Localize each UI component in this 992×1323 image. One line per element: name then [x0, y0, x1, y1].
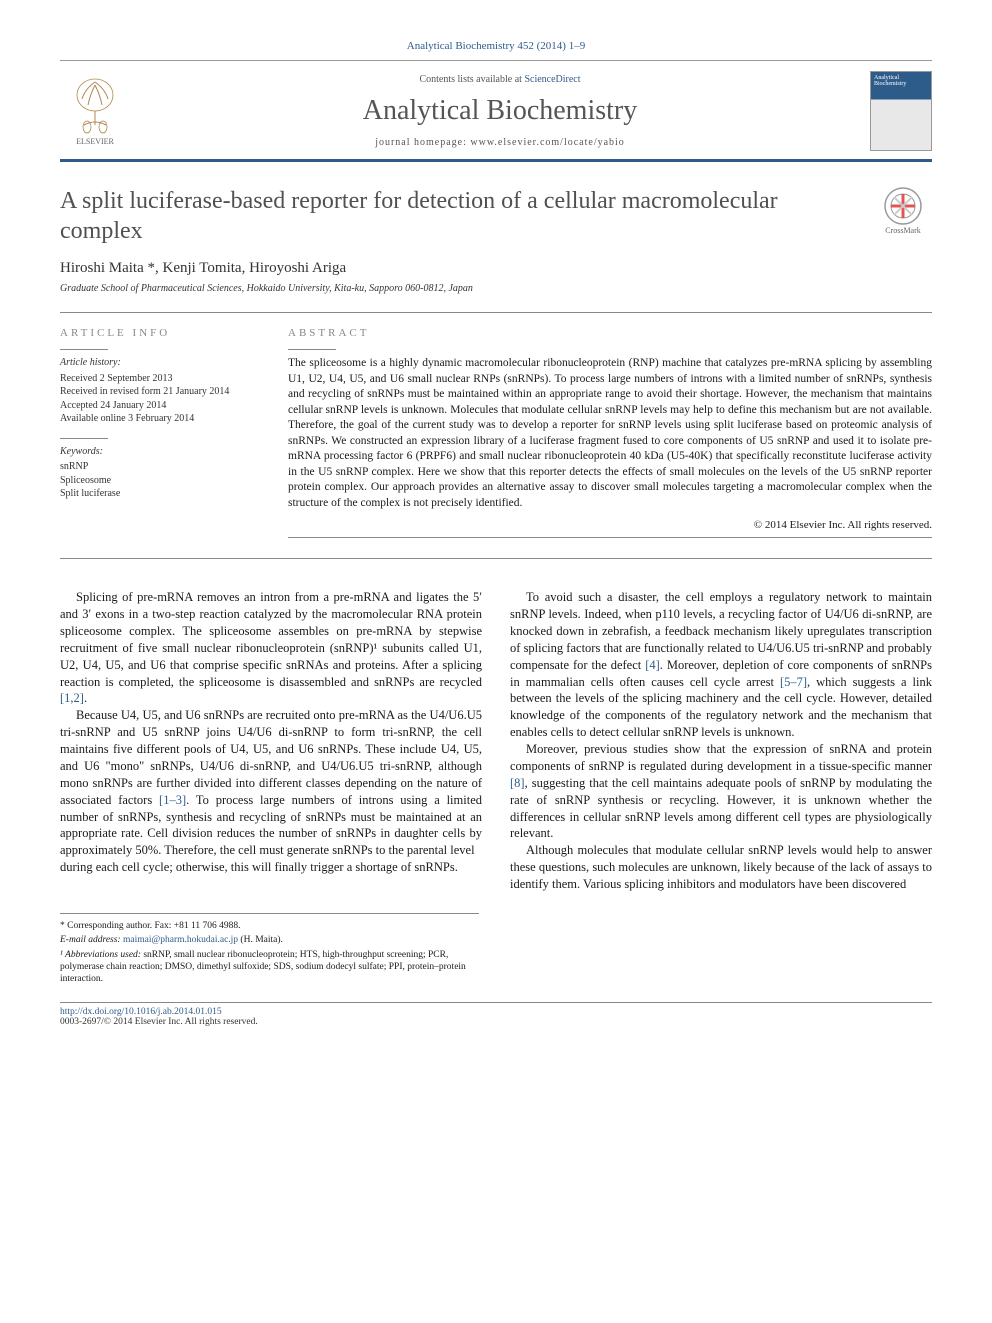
abbreviations: ¹ Abbreviations used: snRNP, small nucle…	[60, 949, 479, 986]
journal-name: Analytical Biochemistry	[130, 95, 870, 127]
crossmark-label: CrossMark	[885, 226, 921, 235]
body-paragraph: Moreover, previous studies show that the…	[510, 741, 932, 842]
affiliation: Graduate School of Pharmaceutical Scienc…	[60, 283, 932, 294]
authors: Hiroshi Maita *, Kenji Tomita, Hiroyoshi…	[60, 260, 932, 277]
citation-link[interactable]: [5–7]	[780, 675, 807, 689]
cover-label: Analytical Biochemistry	[874, 75, 906, 87]
article-title: A split luciferase-based reporter for de…	[60, 186, 874, 246]
history-line: Received 2 September 2013	[60, 372, 260, 386]
divider	[60, 349, 108, 350]
journal-header: ELSEVIER Contents lists available at Sci…	[60, 60, 932, 162]
homepage-url[interactable]: www.elsevier.com/locate/yabio	[470, 137, 624, 148]
abstract: ABSTRACT The spliceosome is a highly dyn…	[288, 327, 932, 544]
elsevier-tree-icon	[70, 77, 120, 135]
keyword: Spliceosome	[60, 474, 260, 488]
body-paragraph: during each cell cycle; otherwise, this …	[60, 859, 482, 876]
article-info-heading: ARTICLE INFO	[60, 327, 260, 339]
issn-copyright: 0003-2697/© 2014 Elsevier Inc. All right…	[60, 1017, 258, 1027]
email-label: E-mail address:	[60, 935, 123, 945]
contents-prefix: Contents lists available at	[419, 74, 524, 85]
homepage-line: journal homepage: www.elsevier.com/locat…	[130, 137, 870, 148]
citation-link[interactable]: [1,2]	[60, 691, 84, 705]
abstract-copyright: © 2014 Elsevier Inc. All rights reserved…	[288, 519, 932, 531]
keywords-label: Keywords:	[60, 445, 260, 459]
crossmark-badge[interactable]: CrossMark	[874, 186, 932, 244]
divider	[288, 349, 336, 350]
history-line: Available online 3 February 2014	[60, 412, 260, 426]
abstract-text: The spliceosome is a highly dynamic macr…	[288, 356, 932, 511]
keyword: Split luciferase	[60, 487, 260, 501]
body-paragraph: Splicing of pre-mRNA removes an intron f…	[60, 589, 482, 707]
keyword: snRNP	[60, 460, 260, 474]
elsevier-logo[interactable]: ELSEVIER	[60, 71, 130, 151]
journal-reference: Analytical Biochemistry 452 (2014) 1–9	[60, 40, 932, 52]
article-info: ARTICLE INFO Article history: Received 2…	[60, 327, 260, 544]
history-line: Accepted 24 January 2014	[60, 399, 260, 413]
body-paragraph: To avoid such a disaster, the cell emplo…	[510, 589, 932, 741]
doi-link[interactable]: http://dx.doi.org/10.1016/j.ab.2014.01.0…	[60, 1007, 222, 1017]
footer: http://dx.doi.org/10.1016/j.ab.2014.01.0…	[60, 1002, 932, 1027]
crossmark-icon	[883, 186, 923, 226]
citation-link[interactable]: [4]	[645, 658, 660, 672]
corresponding-author: * Corresponding author. Fax: +81 11 706 …	[60, 920, 479, 932]
abbr-label: ¹ Abbreviations used:	[60, 950, 143, 960]
history-label: Article history:	[60, 356, 260, 370]
contents-line: Contents lists available at ScienceDirec…	[130, 74, 870, 85]
citation-link[interactable]: [8]	[510, 776, 525, 790]
citation-link[interactable]: [1–3]	[159, 793, 186, 807]
divider	[288, 537, 932, 538]
divider	[60, 558, 932, 559]
footnotes: * Corresponding author. Fax: +81 11 706 …	[60, 913, 479, 986]
divider	[60, 438, 108, 439]
abstract-heading: ABSTRACT	[288, 327, 932, 339]
email-link[interactable]: maimai@pharm.hokudai.ac.jp	[123, 935, 238, 945]
sciencedirect-link[interactable]: ScienceDirect	[524, 74, 580, 85]
email-suffix: (H. Maita).	[238, 935, 283, 945]
homepage-prefix: journal homepage:	[375, 137, 470, 148]
body-paragraph: Because U4, U5, and U6 snRNPs are recrui…	[60, 707, 482, 859]
body-text: Splicing of pre-mRNA removes an intron f…	[60, 589, 932, 893]
elsevier-label: ELSEVIER	[76, 137, 114, 146]
body-paragraph: Although molecules that modulate cellula…	[510, 842, 932, 893]
email-line: E-mail address: maimai@pharm.hokudai.ac.…	[60, 934, 479, 946]
journal-cover-thumb[interactable]: Analytical Biochemistry	[870, 71, 932, 151]
history-line: Received in revised form 21 January 2014	[60, 385, 260, 399]
